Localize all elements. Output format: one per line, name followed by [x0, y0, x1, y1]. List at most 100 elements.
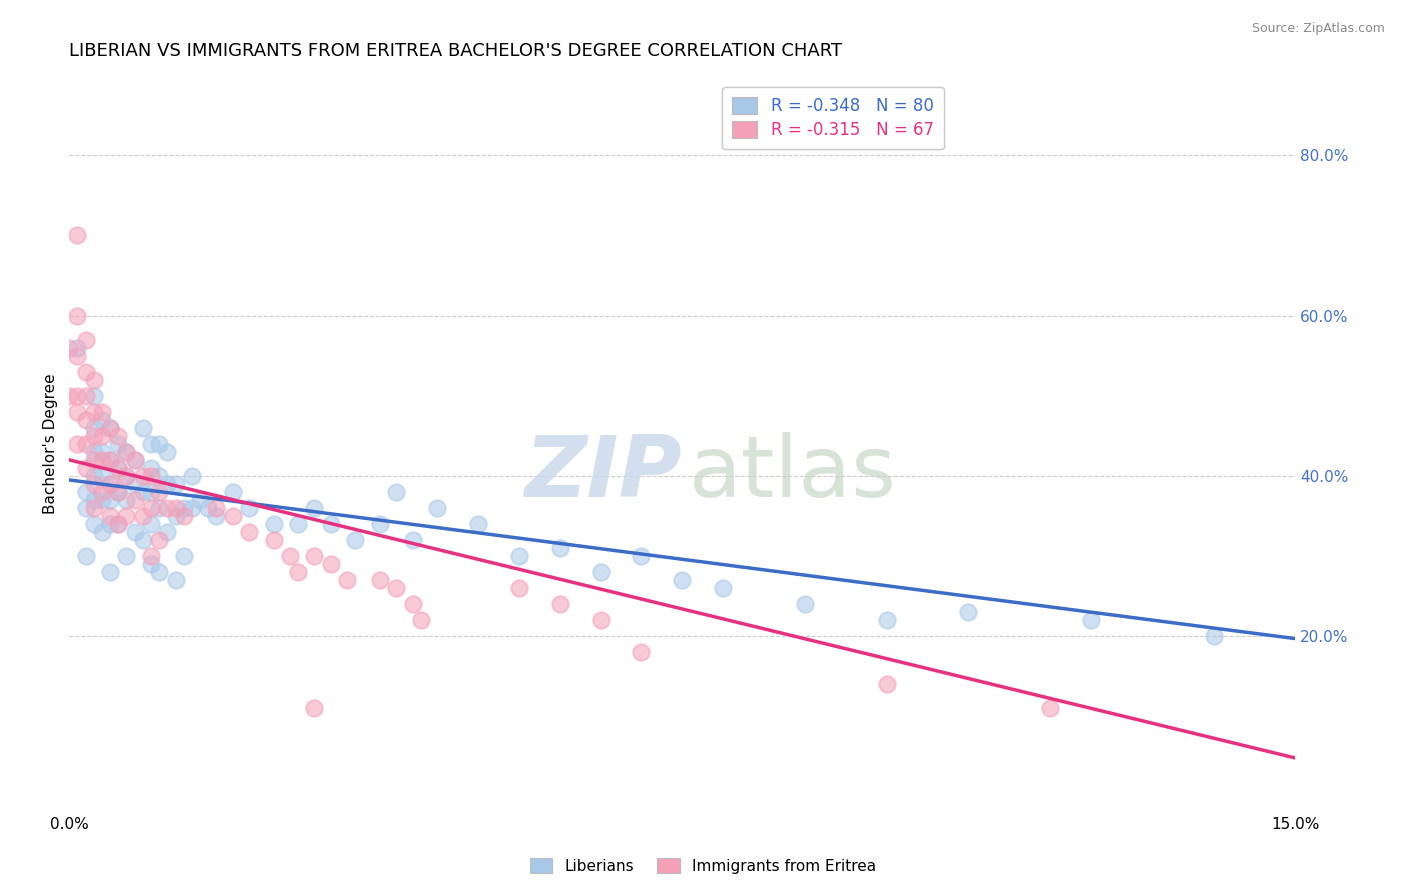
Point [98, 477, 121, 491]
Point [98, 508, 121, 523]
Point [1080, 613, 1102, 627]
Point [139, 461, 162, 475]
Point [98, 421, 121, 435]
Legend: R = -0.348   N = 80, R = -0.315   N = 67: R = -0.348 N = 80, R = -0.315 N = 67 [723, 87, 943, 149]
Point [98, 477, 121, 491]
Point [98, 421, 121, 435]
Point [75, 365, 97, 379]
Point [115, 469, 138, 483]
Point [238, 500, 260, 515]
Point [66, 389, 89, 403]
Point [115, 445, 138, 459]
Point [401, 597, 423, 611]
Point [90, 445, 112, 459]
Point [75, 389, 97, 403]
Point [304, 701, 326, 715]
Point [98, 453, 121, 467]
Legend: Liberians, Immigrants from Eritrea: Liberians, Immigrants from Eritrea [523, 852, 883, 880]
Point [139, 437, 162, 451]
Point [98, 565, 121, 579]
Point [165, 508, 187, 523]
Point [589, 613, 612, 627]
Point [83, 453, 105, 467]
Point [139, 516, 162, 531]
Point [263, 533, 285, 547]
Point [107, 461, 129, 475]
Point [132, 485, 155, 500]
Point [66, 349, 89, 363]
Point [222, 508, 245, 523]
Point [83, 516, 105, 531]
Point [287, 516, 309, 531]
Point [107, 516, 129, 531]
Point [98, 453, 121, 467]
Point [156, 445, 179, 459]
Point [794, 597, 817, 611]
Point [238, 524, 260, 539]
Text: LIBERIAN VS IMMIGRANTS FROM ERITREA BACHELOR'S DEGREE CORRELATION CHART: LIBERIAN VS IMMIGRANTS FROM ERITREA BACH… [69, 42, 842, 60]
Point [107, 429, 129, 443]
Point [139, 549, 162, 563]
Point [156, 500, 179, 515]
Point [876, 677, 898, 691]
Point [139, 469, 162, 483]
Point [630, 645, 652, 659]
Point [83, 421, 105, 435]
Point [75, 437, 97, 451]
Point [124, 453, 146, 467]
Point [83, 493, 105, 508]
Point [263, 516, 285, 531]
Point [205, 500, 228, 515]
Point [115, 549, 138, 563]
Point [148, 485, 170, 500]
Text: ZIP: ZIP [524, 432, 682, 515]
Point [115, 508, 138, 523]
Point [124, 477, 146, 491]
Point [173, 500, 195, 515]
Point [98, 516, 121, 531]
Point [336, 573, 359, 587]
Text: atlas: atlas [689, 432, 897, 515]
Point [876, 613, 898, 627]
Point [385, 485, 408, 500]
Point [156, 477, 179, 491]
Point [287, 565, 309, 579]
Point [75, 413, 97, 427]
Point [148, 437, 170, 451]
Point [107, 516, 129, 531]
Point [83, 445, 105, 459]
Point [90, 405, 112, 419]
Point [148, 533, 170, 547]
Point [197, 500, 219, 515]
Point [319, 557, 342, 571]
Point [124, 493, 146, 508]
Point [83, 469, 105, 483]
Point [75, 500, 97, 515]
Point [66, 309, 89, 323]
Point [148, 469, 170, 483]
Point [83, 429, 105, 443]
Point [165, 477, 187, 491]
Point [180, 500, 202, 515]
Point [132, 533, 155, 547]
Point [90, 429, 112, 443]
Point [508, 549, 530, 563]
Point [83, 405, 105, 419]
Point [90, 413, 112, 427]
Point [66, 437, 89, 451]
Point [66, 341, 89, 355]
Point [132, 508, 155, 523]
Point [83, 389, 105, 403]
Point [589, 565, 612, 579]
Point [401, 533, 423, 547]
Point [1202, 629, 1225, 643]
Point [90, 493, 112, 508]
Point [467, 516, 489, 531]
Point [671, 573, 693, 587]
Point [90, 485, 112, 500]
Text: Source: ZipAtlas.com: Source: ZipAtlas.com [1251, 22, 1385, 36]
Point [368, 573, 391, 587]
Point [278, 549, 301, 563]
Point [90, 453, 112, 467]
Point [132, 469, 155, 483]
